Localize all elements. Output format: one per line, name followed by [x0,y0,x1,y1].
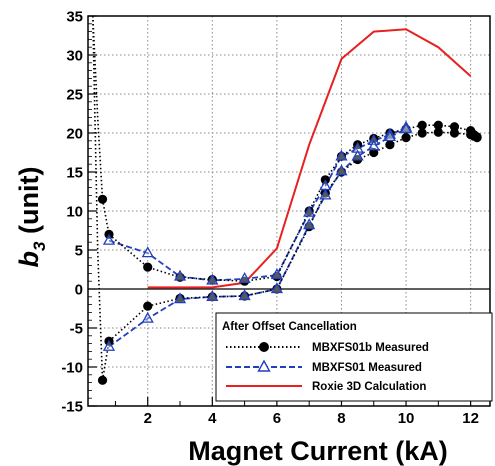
data-point-mbxfs01b [433,127,443,137]
data-point-mbxfs01b [207,275,217,285]
data-point-mbxfs01b [175,293,185,303]
series-line-mbxfs01b-branch-3 [92,15,104,381]
data-point-mbxfs01 [303,205,316,217]
data-point-mbxfs01 [102,233,116,245]
data-point-mbxfs01 [383,130,397,142]
data-point-mbxfs01 [141,246,154,258]
data-series [92,15,482,385]
data-point-mbxfs01b [97,194,108,204]
data-point-mbxfs01 [206,273,219,285]
x-axis-title: Magnet Current (kA) [188,436,448,466]
data-point-mbxfs01 [367,139,380,151]
data-point-mbxfs01b [143,262,153,272]
data-point-mbxfs01b [240,276,250,286]
y-tick-label: 10 [66,204,83,221]
legend-header: After Offset Cancellation [222,321,357,333]
x-tick-label: 10 [398,410,415,427]
x-tick-label: 12 [462,410,479,427]
y-tick-label: 25 [66,87,83,104]
data-point-mbxfs01b [472,133,482,143]
y-tick-label: 0 [75,282,83,299]
data-point-mbxfs01b [417,128,427,138]
y-tick-label: 5 [75,243,83,260]
data-point-mbxfs01 [173,269,187,281]
x-tick-label: 6 [273,410,281,427]
data-point-mbxfs01b [433,120,443,130]
data-point-mbxfs01b [401,133,411,143]
data-point-mbxfs01b [417,120,427,130]
data-point-mbxfs01 [303,218,316,230]
y-tick-label: 15 [66,165,83,182]
data-point-mbxfs01b [449,128,460,138]
y-tick-label: 20 [66,126,83,143]
x-tick-label: 4 [208,410,217,427]
data-point-mbxfs01 [141,311,154,323]
y-axis-title-subscript: 3 [30,241,49,251]
data-point-mbxfs01 [319,188,332,200]
data-point-mbxfs01 [206,289,219,301]
y-tick-label: -10 [61,360,83,377]
data-point-mbxfs01b [385,140,395,150]
data-point-mbxfs01 [173,292,187,304]
data-point-mbxfs01 [238,272,251,284]
data-point-mbxfs01 [102,339,116,351]
data-point-mbxfs01b [304,206,314,216]
data-point-mbxfs01b [143,301,153,311]
legend-entry-roxie: Roxie 3D Calculation [226,381,426,393]
data-point-mbxfs01 [335,164,348,176]
legend-marker-mbxfs01b [259,342,269,352]
y-axis-title-base: b [14,251,44,268]
x-tick-label: 2 [144,410,152,427]
legend-entry-mbxfs01b: MBXFS01b Measured [226,342,429,354]
legend: After Offset Cancellation MBXFS01b Measu… [215,312,493,402]
data-point-mbxfs01b [97,375,108,385]
y-axis-title-unit: (unit) [14,167,44,242]
legend-marker-mbxfs01 [257,359,271,372]
data-point-mbxfs01 [270,268,283,280]
axis-ticks: 2 4 6 8 10 12 -15 -10 -5 0 5 10 15 20 25 30 35 [61,9,479,428]
y-tick-label: -15 [61,399,83,416]
legend-label-mbxfs01b: MBXFS01b Measured [312,342,429,354]
legend-label-roxie: Roxie 3D Calculation [312,381,426,393]
legend-label-mbxfs01: MBXFS01 Measured [312,362,422,374]
data-point-mbxfs01 [335,149,348,161]
data-point-mbxfs01 [270,282,283,294]
y-tick-label: -5 [70,321,83,338]
y-axis-title: b3 (unit) [14,167,49,268]
data-point-mbxfs01 [238,289,251,301]
data-point-mbxfs01 [399,122,413,134]
legend-entry-mbxfs01: MBXFS01 Measured [226,359,422,374]
series-line-mbxfs01b-branch-0 [101,124,478,283]
series-line-roxie-3d [147,28,472,289]
series-line-mbxfs01b-branch-2 [92,15,104,200]
x-tick-label: 8 [337,410,345,427]
y-tick-label: 35 [66,9,83,26]
y-tick-label: 30 [66,48,83,65]
data-point-mbxfs01 [351,149,364,161]
